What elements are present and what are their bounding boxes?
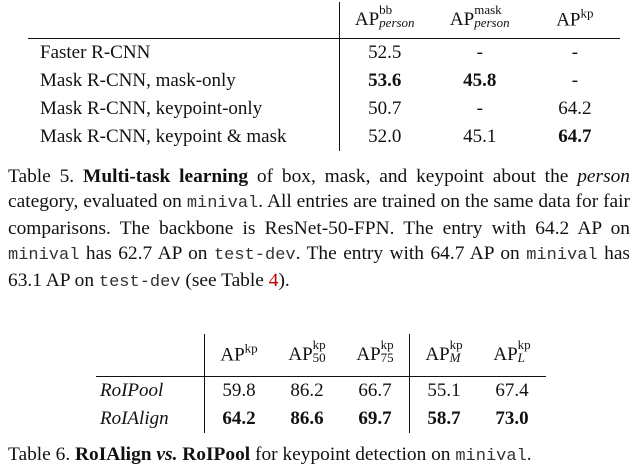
cell-value: - xyxy=(571,42,579,63)
cell-value: 55.1 xyxy=(427,380,461,401)
table-5-header-row: AP bb person AP mask person APkp xyxy=(28,2,620,39)
table-6-caption: Table 6. RoIAlign vs. RoIPool for keypoi… xyxy=(8,444,532,466)
cell-value: 59.8 xyxy=(222,380,256,401)
table-4-link[interactable]: 4 xyxy=(268,270,279,291)
header-ap-kp-75: AP kp 75 xyxy=(341,334,410,377)
cell-value: 67.4 xyxy=(495,380,529,401)
cell-value: 53.6 xyxy=(368,70,402,91)
cell-value: 86.6 xyxy=(290,408,324,429)
cell-value: 50.7 xyxy=(368,98,402,119)
table-6: APkp AP kp 50 AP kp 75 AP kp M AP kp L RoIPool 5… xyxy=(96,334,546,433)
cell-value: 66.7 xyxy=(341,376,410,405)
cell-value: 58.7 xyxy=(427,408,461,429)
table-row: Mask R-CNN, keypoint & mask 52.0 45.1 64… xyxy=(28,123,620,151)
header-ap-kp-m: AP kp M xyxy=(409,334,478,377)
cell-value: 52.5 xyxy=(368,42,402,63)
table-5-grid: AP bb person AP mask person APkp Faster R-CN… xyxy=(28,2,620,151)
header-ap-bb-person: AP bb person xyxy=(339,2,430,39)
cell-value: 69.7 xyxy=(341,405,410,433)
row-label: Mask R-CNN, keypoint-only xyxy=(28,95,340,123)
header-ap-kp-l: AP kp L xyxy=(478,334,546,377)
table-row: RoIPool 59.8 86.2 66.7 55.1 67.4 xyxy=(96,376,546,405)
table-row: Faster R-CNN 52.5 - - xyxy=(28,38,620,67)
table-row: Mask R-CNN, mask-only 53.6 45.8 - xyxy=(28,67,620,95)
cell-value: 64.2 xyxy=(558,98,592,119)
table-row: Mask R-CNN, keypoint-only 50.7 - 64.2 xyxy=(28,95,620,123)
cell-value: 73.0 xyxy=(495,408,529,429)
table-5: AP bb person AP mask person APkp Faster R-CN… xyxy=(28,2,620,152)
cell-value: 52.0 xyxy=(368,126,402,147)
header-ap-kp: APkp xyxy=(529,2,620,39)
cell-value: 45.1 xyxy=(463,126,497,147)
table-row: RoIAlign 64.2 86.6 69.7 58.7 73.0 xyxy=(96,405,546,433)
row-label: RoIPool xyxy=(96,376,205,405)
table-5-caption: Table 5. Multi-task learning of box, mas… xyxy=(8,166,631,292)
cell-value: 86.2 xyxy=(290,380,324,401)
cell-value: 64.2 xyxy=(222,408,256,429)
table-6-grid: APkp AP kp 50 AP kp 75 AP kp M AP kp L RoIPool 5… xyxy=(96,334,546,433)
table-5-header-empty xyxy=(28,2,340,39)
table-6-header-row: APkp AP kp 50 AP kp 75 AP kp M AP kp L xyxy=(96,334,546,377)
row-label: Mask R-CNN, keypoint & mask xyxy=(28,123,340,151)
row-label: Faster R-CNN xyxy=(28,38,340,67)
header-ap-kp: APkp xyxy=(204,334,273,377)
row-label: RoIAlign xyxy=(96,405,205,433)
cell-value: - xyxy=(476,42,483,63)
cell-value: 45.8 xyxy=(463,70,497,91)
row-label: Mask R-CNN, mask-only xyxy=(28,67,340,95)
cell-value: - xyxy=(571,70,579,91)
cell-value: 64.7 xyxy=(558,126,592,147)
table-6-header-empty xyxy=(96,334,205,377)
header-ap-mask-person: AP mask person xyxy=(429,2,530,39)
cell-value: - xyxy=(476,98,483,119)
header-ap-kp-50: AP kp 50 xyxy=(273,334,341,377)
